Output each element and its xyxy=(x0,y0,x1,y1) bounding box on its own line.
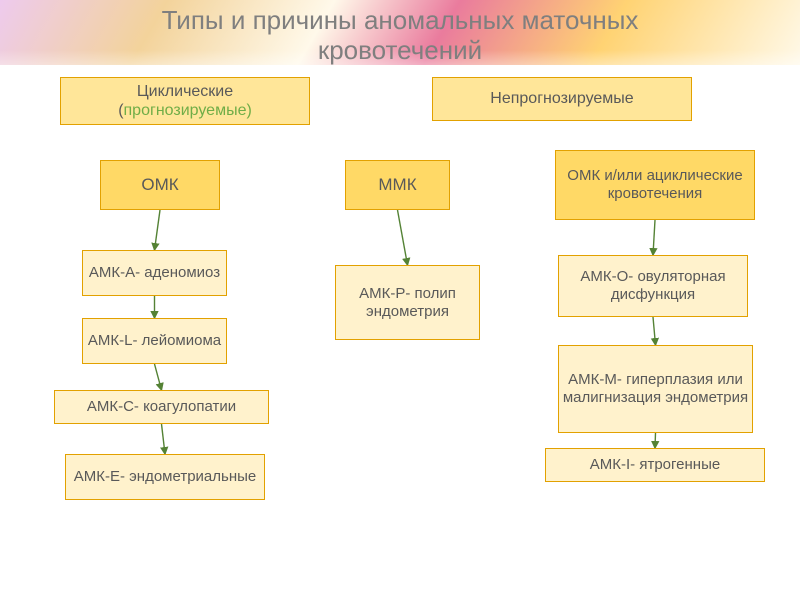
amk-a-label: АМК-А- аденомиоз xyxy=(89,264,220,282)
box-amk-o: АМК-O- овуляторная дисфункция xyxy=(558,255,748,317)
amk-o-label: АМК-O- овуляторная дисфункция xyxy=(559,268,747,304)
box-omk: ОМК xyxy=(100,160,220,210)
box-amk-p: АМК-Р- полип эндометрия xyxy=(335,265,480,340)
title-line1: Типы и причины аномальных маточных xyxy=(162,5,639,35)
amk-i-label: АМК-I- ятрогенные xyxy=(590,456,720,474)
amk-c-label: АМК-С- коагулопатии xyxy=(87,398,236,416)
box-amk-e: АМК-Е- эндометриальные xyxy=(65,454,265,500)
box-unpredictable: Непрогнозируемые xyxy=(432,77,692,121)
omk-label: ОМК xyxy=(141,175,178,195)
box-amk-i: АМК-I- ятрогенные xyxy=(545,448,765,482)
cyclic-label: Циклические xyxy=(137,83,233,100)
box-cyclic: Циклические (прогнозируемые) xyxy=(60,77,310,125)
amk-l-label: АМК-L- лейомиома xyxy=(88,332,221,350)
unpredict-label: Непрогнозируемые xyxy=(490,89,633,108)
box-amk-m: АМК-M- гиперплазия или малигнизация эндо… xyxy=(558,345,753,433)
amk-p-label: АМК-Р- полип эндометрия xyxy=(344,285,471,321)
page-title: Типы и причины аномальных маточных крово… xyxy=(0,6,800,66)
paren-text: прогнозируемые xyxy=(124,102,247,119)
box-mmk: ММК xyxy=(345,160,450,210)
title-line2: кровотечений xyxy=(318,35,482,65)
paren-close: ) xyxy=(246,102,251,119)
box-amk-c: АМК-С- коагулопатии xyxy=(54,390,269,424)
omk-acyclic-label: ОМК и/или ациклические кровотечения xyxy=(556,167,754,203)
mmk-label: ММК xyxy=(378,175,416,195)
box-amk-l: АМК-L- лейомиома xyxy=(82,318,227,364)
amk-e-label: АМК-Е- эндометриальные xyxy=(74,468,257,486)
box-omk-acyclic: ОМК и/или ациклические кровотечения xyxy=(555,150,755,220)
amk-m-label: АМК-M- гиперплазия или малигнизация эндо… xyxy=(559,371,752,407)
box-amk-a: АМК-А- аденомиоз xyxy=(82,250,227,296)
